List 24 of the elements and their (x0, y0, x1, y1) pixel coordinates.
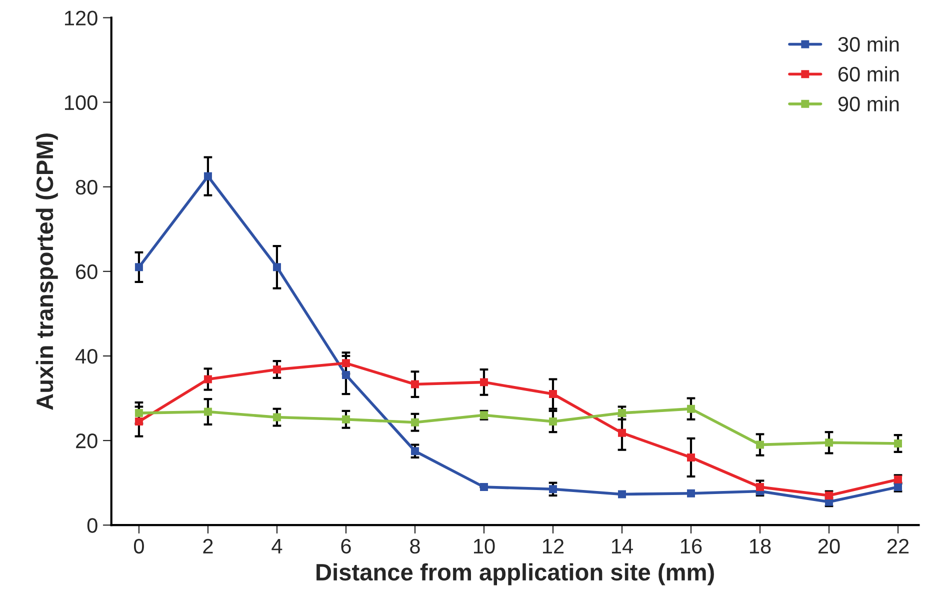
y-tick-label: 80 (76, 180, 98, 195)
y-tick-label: 60 (76, 264, 98, 280)
legend-label: 60 min (838, 66, 899, 82)
x-tick-label: 10 (474, 538, 495, 554)
x-tick-label: 12 (542, 538, 564, 554)
x-axis-title: Distance from application site (mm) (316, 563, 714, 586)
x-tick-label: 16 (681, 538, 702, 554)
y-tick-label: 120 (65, 10, 98, 26)
y-tick-label: 0 (87, 518, 98, 533)
x-tick-label: 18 (750, 538, 771, 554)
x-tick-label: 6 (341, 538, 351, 554)
x-tick-label: 14 (612, 539, 633, 554)
y-tick-label: 100 (65, 95, 98, 110)
x-tick-label: 2 (203, 538, 213, 554)
y-axis-title: Auxin transported (CPM) (36, 134, 58, 410)
x-tick-label: 22 (887, 538, 909, 554)
legend-label: 30 min (838, 36, 899, 52)
x-tick-label: 8 (410, 538, 420, 554)
y-tick-label: 20 (76, 434, 98, 448)
x-tick-label: 4 (272, 539, 282, 554)
legend-label: 90 min (838, 96, 899, 112)
y-tick-label: 40 (75, 348, 98, 364)
x-tick-label: 20 (818, 538, 840, 554)
x-tick-label: 0 (134, 538, 144, 554)
